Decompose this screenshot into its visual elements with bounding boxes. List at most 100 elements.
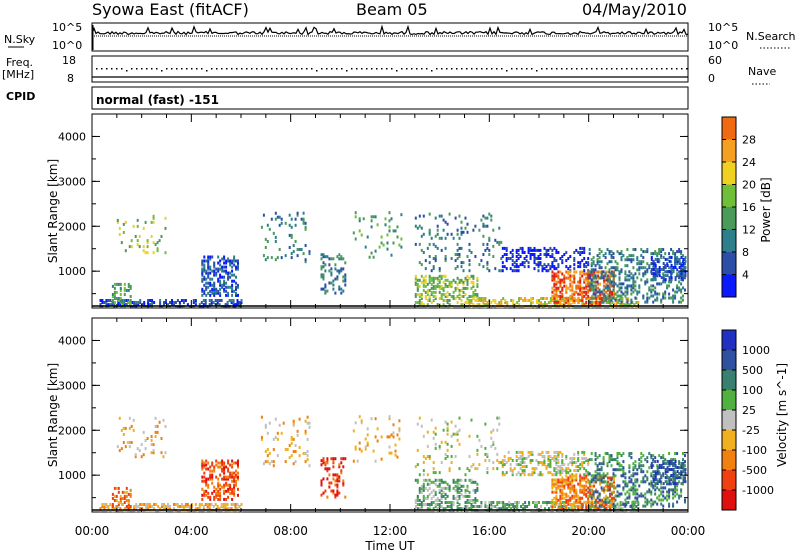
range-cell bbox=[450, 503, 453, 506]
range-cell bbox=[555, 494, 558, 498]
range-cell bbox=[342, 257, 345, 261]
range-cell bbox=[450, 455, 453, 458]
range-cell bbox=[678, 494, 681, 498]
range-cell bbox=[219, 263, 222, 267]
range-cell bbox=[646, 262, 649, 266]
range-cell bbox=[416, 226, 419, 230]
range-cell bbox=[553, 469, 556, 473]
range-cell bbox=[634, 478, 637, 482]
range-cell bbox=[539, 452, 542, 456]
range-cell bbox=[616, 294, 619, 298]
range-cell bbox=[642, 272, 645, 276]
range-cell bbox=[646, 298, 649, 302]
range-cell bbox=[292, 421, 295, 425]
range-cell bbox=[162, 455, 165, 459]
range-cell bbox=[585, 276, 588, 280]
range-cell bbox=[596, 254, 599, 258]
range-cell bbox=[113, 301, 116, 304]
nave-dot bbox=[441, 68, 443, 70]
range-cell bbox=[440, 297, 443, 300]
range-cell bbox=[614, 486, 617, 490]
range-cell bbox=[418, 490, 421, 494]
range-cell bbox=[372, 215, 375, 219]
range-cell bbox=[517, 265, 520, 269]
range-cell bbox=[454, 267, 457, 271]
range-cell bbox=[577, 251, 580, 254]
nave-tick-top: 60 bbox=[708, 54, 722, 67]
range-cell bbox=[386, 247, 389, 251]
nave-dot bbox=[261, 68, 263, 70]
range-cell bbox=[201, 467, 204, 471]
range-cell bbox=[682, 476, 685, 480]
range-cell bbox=[579, 482, 582, 486]
range-cell bbox=[146, 241, 149, 245]
range-cell bbox=[342, 289, 345, 293]
range-cell bbox=[513, 261, 516, 265]
range-cell bbox=[452, 486, 455, 490]
range-cell bbox=[332, 459, 335, 463]
range-cell bbox=[223, 279, 226, 283]
range-cell bbox=[598, 454, 601, 458]
range-cell bbox=[682, 286, 684, 290]
range-cell bbox=[589, 280, 592, 284]
range-cell bbox=[521, 455, 524, 458]
range-cell bbox=[237, 293, 239, 297]
range-cell bbox=[111, 507, 114, 511]
velocity-cells bbox=[99, 415, 687, 513]
range-cell bbox=[414, 242, 417, 246]
range-cell bbox=[596, 466, 599, 470]
range-cell bbox=[213, 485, 216, 489]
range-cell bbox=[654, 492, 657, 496]
range-cell bbox=[484, 422, 487, 426]
range-cell bbox=[434, 255, 437, 258]
range-cell bbox=[553, 299, 556, 302]
range-cell bbox=[551, 274, 554, 278]
range-cell bbox=[632, 490, 635, 494]
range-cell bbox=[211, 469, 214, 473]
range-cell bbox=[456, 482, 459, 486]
nave-dot bbox=[576, 68, 578, 70]
range-cell bbox=[470, 286, 473, 290]
range-cell bbox=[680, 288, 683, 292]
range-cell bbox=[652, 300, 655, 304]
range-cell bbox=[233, 255, 236, 259]
nave-dot bbox=[281, 68, 283, 70]
range-cell bbox=[434, 286, 437, 290]
range-cell bbox=[233, 485, 236, 489]
range-cell bbox=[143, 303, 146, 307]
colorbar-segment bbox=[722, 450, 736, 470]
range-cell bbox=[498, 501, 501, 504]
range-cell bbox=[344, 273, 347, 277]
range-cell bbox=[519, 255, 522, 258]
range-cell bbox=[531, 473, 534, 477]
range-cell bbox=[116, 445, 119, 449]
range-cell bbox=[223, 255, 226, 259]
range-cell bbox=[231, 475, 234, 479]
range-cell bbox=[581, 461, 584, 464]
range-cell bbox=[434, 432, 437, 436]
range-cell bbox=[569, 469, 572, 473]
range-cell bbox=[642, 296, 645, 300]
range-cell bbox=[551, 478, 554, 482]
range-cell bbox=[596, 262, 599, 266]
range-cell bbox=[440, 440, 443, 444]
range-cell bbox=[500, 269, 503, 273]
range-cell bbox=[512, 303, 515, 307]
range-cell bbox=[444, 440, 447, 444]
range-cell bbox=[619, 303, 622, 307]
range-cell bbox=[522, 507, 525, 511]
range-cell bbox=[587, 480, 590, 484]
range-cell bbox=[579, 476, 582, 480]
range-cell bbox=[136, 243, 139, 247]
range-cell bbox=[430, 293, 433, 296]
range-cell bbox=[302, 452, 305, 455]
range-cell bbox=[632, 280, 635, 284]
range-cell bbox=[547, 465, 550, 469]
range-cell bbox=[334, 479, 337, 483]
range-cell bbox=[422, 280, 425, 284]
range-cell bbox=[386, 241, 389, 245]
range-cell bbox=[604, 256, 607, 260]
range-cell bbox=[573, 496, 576, 500]
range-cell bbox=[540, 505, 542, 508]
range-cell bbox=[165, 299, 167, 302]
